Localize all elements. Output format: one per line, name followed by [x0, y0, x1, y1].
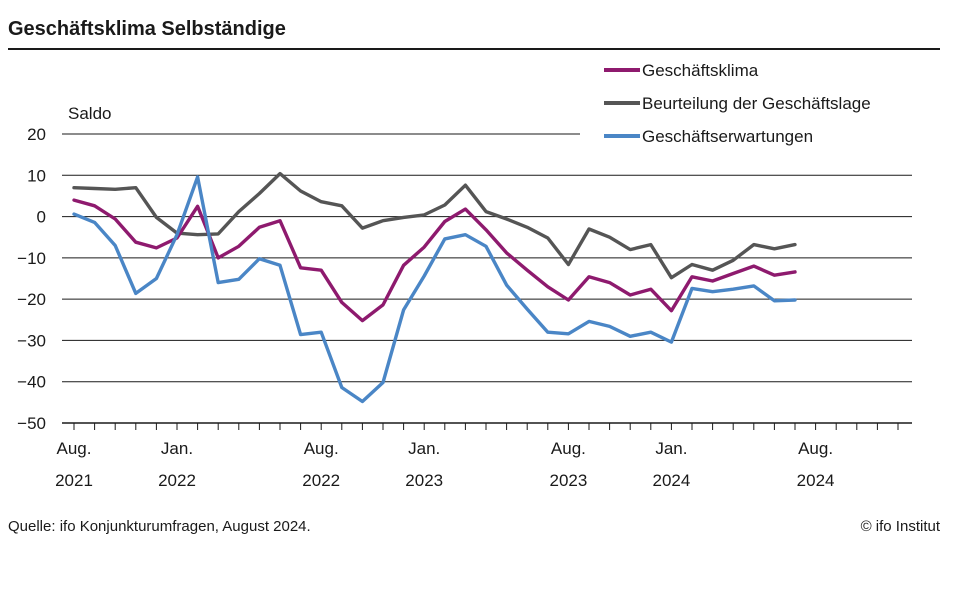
x-tick-label: Aug. [57, 439, 92, 458]
y-tick-label: −30 [17, 331, 46, 350]
x-tick-label: Aug. [551, 439, 586, 458]
source-note: Quelle: ifo Konjunkturumfragen, August 2… [8, 518, 311, 535]
y-tick-label: −20 [17, 290, 46, 309]
y-tick-label: −10 [17, 249, 46, 268]
series-line [72, 198, 797, 323]
y-axis-label: Saldo [68, 104, 111, 123]
x-tick-label: Jan. [655, 439, 687, 458]
x-tick-label: 2023 [405, 471, 443, 490]
legend-label: Beurteilung der Geschäftslage [642, 94, 871, 113]
title-divider [8, 48, 940, 50]
series-line [72, 171, 797, 280]
x-tick-label: 2021 [55, 471, 93, 490]
y-tick-label: −50 [17, 414, 46, 433]
x-tick-label: 2024 [652, 471, 690, 490]
copyright-credit: © ifo Institut [860, 518, 940, 535]
y-tick-label: 20 [27, 125, 46, 144]
legend-label: Geschäftsklima [642, 61, 759, 80]
x-tick-label: Aug. [304, 439, 339, 458]
legend: Geschäftsklima Beurteilung der Geschäftsl… [604, 61, 871, 146]
x-tick-label: 2022 [302, 471, 340, 490]
chart-title: Geschäftsklima Selbständige [8, 18, 286, 40]
y-tick-labels: 20 10 0 −10 −20 −30 −40 −50 [17, 125, 46, 433]
x-tick-label: Jan. [408, 439, 440, 458]
legend-label: Geschäftserwartungen [642, 127, 813, 146]
grid-lines [62, 133, 912, 424]
x-axis: Aug. 2021 Jan. 2022 Aug. 2022 Jan. 2023 Aug. 2023… [55, 423, 899, 490]
x-tick-label: 2022 [158, 471, 196, 490]
x-tick-label: 2023 [549, 471, 587, 490]
x-tick-label: 2024 [797, 471, 835, 490]
y-tick-label: 10 [27, 166, 46, 185]
y-tick-label: 0 [37, 208, 46, 227]
x-tick-label: Jan. [161, 439, 193, 458]
y-tick-label: −40 [17, 373, 46, 392]
x-tick-label: Aug. [798, 439, 833, 458]
series-lines [72, 171, 797, 404]
series-line [72, 175, 797, 404]
